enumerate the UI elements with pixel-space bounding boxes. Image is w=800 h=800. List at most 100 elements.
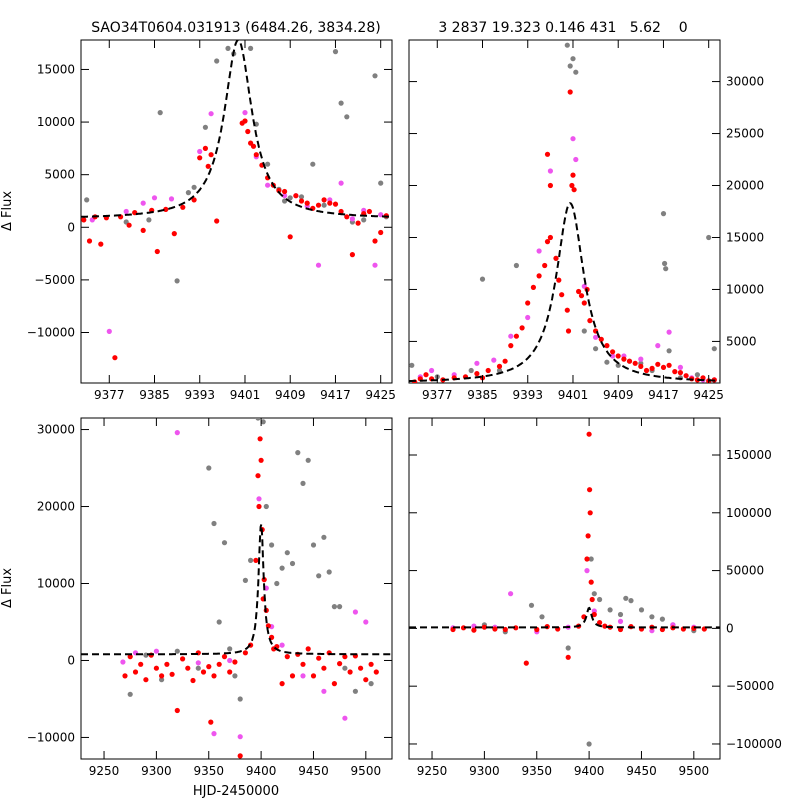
red-data-point xyxy=(257,436,263,442)
red-data-point xyxy=(321,197,327,203)
magenta-data-point xyxy=(429,367,435,374)
red-data-point xyxy=(284,654,290,660)
magenta-data-point xyxy=(106,328,112,334)
top-right-axes: 9377 9385 9393 9401 9409 9417 9425 5000 10000 150… xyxy=(409,40,764,402)
gray-data-point xyxy=(321,534,327,540)
xlabel: HJD-2450000 xyxy=(193,784,279,799)
title-left: SAO34T0604.031913 (6484.26, 3834.28) xyxy=(91,20,380,36)
red-data-point xyxy=(316,655,322,661)
magenta-data-point xyxy=(282,193,288,199)
red-data-point xyxy=(373,669,379,675)
gray-data-point xyxy=(539,614,545,620)
red-data-point xyxy=(143,677,149,683)
magenta-data-point xyxy=(208,111,214,117)
gray-data-point xyxy=(649,614,655,620)
red-data-point xyxy=(258,457,264,463)
gray-data-point xyxy=(221,540,228,546)
y-tick-label: 150000 xyxy=(726,448,772,462)
y-tick-label: 25000 xyxy=(726,127,764,141)
magenta-data-point xyxy=(570,136,576,142)
panel-top-left: 9377 9385 9393 9401 9409 9417 9425 −10000 −5000 0… xyxy=(27,39,396,402)
red-data-point xyxy=(214,218,220,224)
gray-data-point xyxy=(255,418,261,421)
red-data-point xyxy=(626,358,633,364)
red-data-point xyxy=(564,307,570,313)
gray-data-point xyxy=(242,577,248,584)
red-data-point xyxy=(171,231,177,237)
gray-data-point xyxy=(279,565,285,571)
magenta-data-point xyxy=(610,353,616,359)
magenta-data-point xyxy=(491,357,497,363)
red-data-point xyxy=(525,300,531,306)
red-data-point xyxy=(655,361,661,367)
red-data-point xyxy=(660,364,667,370)
y-tick-label: 0 xyxy=(726,621,734,635)
red-data-point xyxy=(253,152,259,158)
gray-data-point xyxy=(607,607,613,613)
red-data-point xyxy=(597,620,603,626)
red-data-point xyxy=(344,214,350,220)
x-tick-label: 9300 xyxy=(141,764,172,778)
gray-data-point xyxy=(567,63,573,69)
red-data-point xyxy=(327,200,333,206)
red-data-point xyxy=(298,198,305,204)
gray-data-point xyxy=(225,45,231,52)
gray-data-point xyxy=(159,677,165,683)
red-data-point xyxy=(127,654,133,660)
red-data-point xyxy=(576,288,582,295)
gray-data-point xyxy=(694,372,701,378)
magenta-data-point xyxy=(195,660,201,666)
magenta-data-point xyxy=(474,360,480,366)
y-tick-label: 15000 xyxy=(37,62,75,76)
magenta-data-point xyxy=(321,688,327,694)
x-tick-label: 9400 xyxy=(246,764,277,778)
red-data-point xyxy=(523,660,529,666)
magenta-data-point xyxy=(508,591,514,597)
x-tick-label: 9385 xyxy=(139,388,170,402)
magenta-data-point xyxy=(536,248,542,254)
y-tick-label: 10000 xyxy=(37,576,75,590)
red-data-point xyxy=(81,217,87,223)
red-data-point xyxy=(159,673,165,679)
red-data-point xyxy=(589,596,595,603)
red-data-point xyxy=(138,661,144,667)
ylabel-top: Δ Flux xyxy=(0,191,15,231)
y-tick-label: 100000 xyxy=(726,506,772,520)
red-data-point xyxy=(578,293,585,299)
y-tick-label: 0 xyxy=(67,220,75,234)
magenta-data-point xyxy=(525,314,531,321)
red-data-point xyxy=(587,487,593,493)
red-data-point xyxy=(347,669,353,675)
gray-data-point xyxy=(263,503,269,510)
gray-data-point xyxy=(237,696,243,702)
x-tick-label: 9250 xyxy=(89,764,120,778)
model-curve xyxy=(81,40,392,218)
red-data-point xyxy=(305,646,311,652)
red-data-point xyxy=(206,664,212,670)
magenta-data-point xyxy=(300,673,306,679)
x-tick-label: 9350 xyxy=(521,764,552,778)
red-data-point xyxy=(508,343,514,349)
gray-data-point xyxy=(352,688,358,694)
title-right: 3 2837 19.323 0.146 431 5.62 0 xyxy=(438,20,687,36)
gray-data-point xyxy=(617,611,624,618)
magenta-data-point xyxy=(174,430,180,436)
red-data-point xyxy=(208,152,214,158)
red-data-point xyxy=(513,333,520,339)
magenta-data-point xyxy=(265,182,271,188)
gray-data-point xyxy=(232,673,238,679)
red-data-point xyxy=(649,365,655,371)
gray-data-point xyxy=(146,217,152,223)
top-left-axes: 9377 9385 9393 9401 9409 9417 9425 −10000 −5000 0… xyxy=(27,40,396,402)
red-data-point xyxy=(581,300,587,306)
model-curve xyxy=(81,524,392,656)
gray-data-point xyxy=(284,550,290,556)
red-data-point xyxy=(587,318,593,324)
red-data-point xyxy=(610,349,616,355)
top-right-plot-frame xyxy=(408,39,721,384)
red-data-point xyxy=(378,229,384,236)
gray-data-point xyxy=(260,419,266,425)
red-data-point xyxy=(321,665,327,671)
bottom-left-plot-frame xyxy=(80,417,393,760)
